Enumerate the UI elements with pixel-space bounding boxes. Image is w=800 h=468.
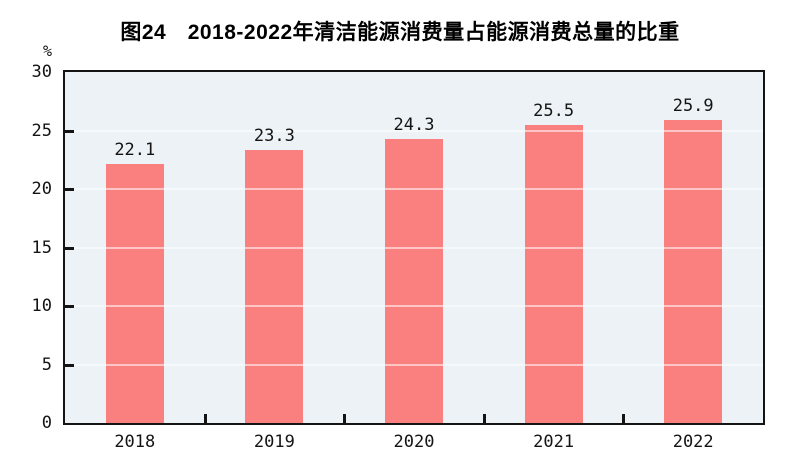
y-axis-unit-label: % [42, 42, 52, 60]
y-axis-tick [65, 129, 74, 133]
bar-value-label: 22.1 [114, 140, 156, 161]
bar-2019 [245, 150, 304, 423]
gridline [65, 305, 763, 307]
bar-value-label: 25.5 [533, 100, 575, 121]
y-axis-tick [65, 363, 74, 367]
x-tick-label: 2020 [393, 432, 435, 452]
bar-2021 [524, 124, 583, 423]
chart-title: 图24 2018-2022年清洁能源消费量占能源消费总量的比重 [120, 21, 680, 44]
x-axis-tick [622, 414, 626, 423]
x-tick-label: 2021 [533, 432, 575, 452]
y-tick-label: 25 [31, 120, 52, 141]
x-axis-tick [203, 414, 207, 423]
gridline [65, 363, 763, 366]
x-tick-label: 2022 [672, 432, 714, 452]
y-tick-label: 30 [31, 62, 52, 82]
bar-value-label: 24.3 [393, 114, 435, 135]
x-axis-tick [343, 414, 347, 423]
y-axis-tick [65, 305, 74, 308]
plot-area [63, 70, 765, 425]
y-axis-tick [65, 246, 74, 250]
gridline [65, 188, 763, 190]
x-tick-label: 2018 [114, 432, 156, 452]
bar-2020 [385, 138, 443, 423]
x-tick-label: 2019 [253, 432, 295, 452]
y-tick-label: 15 [31, 237, 52, 258]
y-tick-label: 10 [31, 296, 52, 316]
bar-value-label: 25.9 [672, 95, 714, 116]
y-tick-label: 5 [41, 354, 52, 375]
y-tick-label: 20 [31, 179, 52, 199]
y-tick-label: 0 [41, 413, 52, 433]
bar-2022 [664, 119, 723, 423]
gridline [65, 246, 763, 249]
x-axis-tick [482, 414, 486, 423]
bar-2018 [105, 164, 164, 423]
bar-value-label: 23.3 [253, 126, 295, 147]
y-axis-tick [65, 188, 74, 191]
gridline [65, 129, 763, 132]
